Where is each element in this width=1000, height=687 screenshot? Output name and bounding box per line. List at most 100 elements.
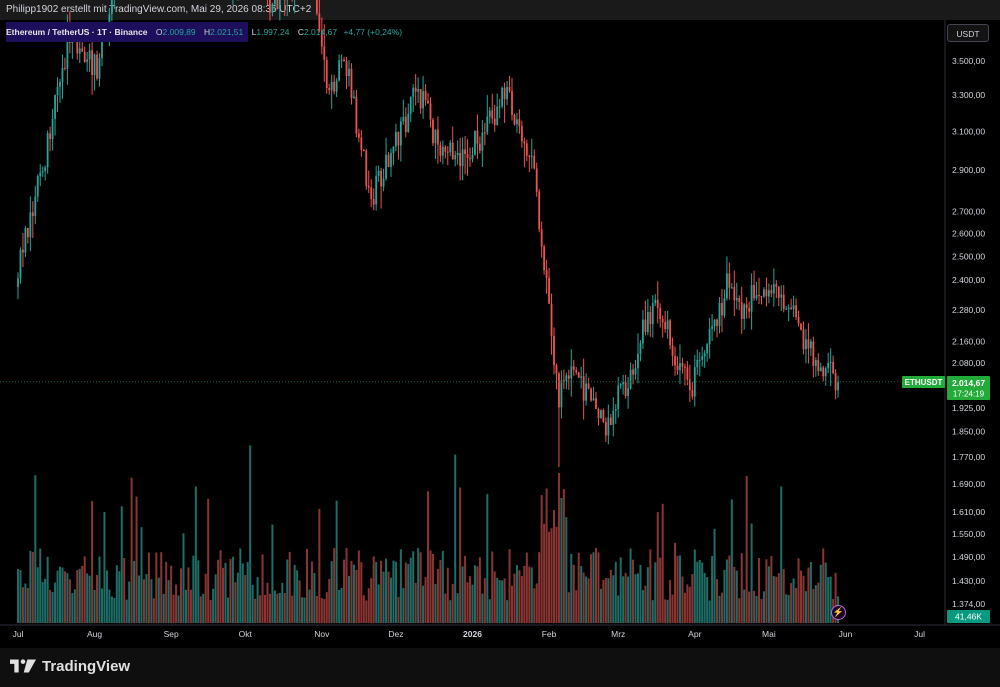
x-tick-label: Mai bbox=[762, 629, 776, 639]
volume-bar bbox=[152, 598, 155, 623]
x-tick-label: Sep bbox=[164, 629, 179, 639]
candle-body bbox=[535, 168, 538, 192]
candle-body bbox=[372, 199, 375, 205]
x-tick-label: Dez bbox=[388, 629, 403, 639]
volume-bar bbox=[738, 598, 741, 623]
volume-bar bbox=[207, 498, 210, 623]
volume-bar bbox=[219, 550, 222, 623]
volume-bars bbox=[17, 445, 840, 623]
candle-body bbox=[716, 319, 718, 326]
volume-bar bbox=[291, 595, 294, 623]
volume-bar bbox=[73, 589, 76, 623]
candle-body bbox=[348, 68, 350, 76]
candle-body bbox=[637, 353, 639, 369]
volume-bar bbox=[142, 579, 145, 623]
volume-bar bbox=[199, 596, 202, 623]
candle-body bbox=[543, 246, 546, 271]
candle-body bbox=[661, 319, 664, 323]
tradingview-logo-text: TradingView bbox=[42, 657, 131, 675]
candle-body bbox=[787, 307, 790, 309]
volume-bar bbox=[392, 560, 395, 623]
legend-symbol[interactable]: Ethereum / TetherUS · 1T · Binance bbox=[6, 27, 148, 37]
tradingview-logo[interactable]: TradingView bbox=[10, 654, 130, 678]
candle-body bbox=[795, 305, 797, 318]
volume-bar bbox=[765, 559, 768, 623]
candle-body bbox=[622, 382, 625, 385]
volume-bar bbox=[86, 573, 89, 623]
volume-bar bbox=[244, 575, 247, 623]
volume-bar bbox=[691, 574, 694, 623]
legend-close-label: C bbox=[297, 27, 304, 37]
candle-body bbox=[325, 59, 328, 89]
volume-bar bbox=[473, 565, 476, 623]
volume-bar bbox=[150, 579, 153, 623]
candle-body bbox=[520, 126, 523, 142]
y-tick-label: 3.500,00 bbox=[952, 56, 985, 66]
price-chart[interactable]: 3.500,00 3.300,00 3.100,00 2.900,00 2.700,00… bbox=[0, 0, 1000, 648]
volume-bar bbox=[118, 571, 121, 623]
chart-legend[interactable]: Ethereum / TetherUS · 1T · Binance O2.00… bbox=[6, 22, 402, 42]
candlesticks bbox=[17, 0, 839, 467]
candle-body bbox=[340, 59, 343, 61]
lightning-icon[interactable]: ⚡ bbox=[831, 605, 846, 620]
candle-body bbox=[365, 150, 368, 186]
candle-body bbox=[395, 132, 397, 147]
volume-bar bbox=[619, 557, 622, 623]
candle-body bbox=[807, 339, 810, 349]
candle-body bbox=[93, 54, 96, 76]
currency-button[interactable]: USDT bbox=[947, 24, 989, 42]
volume-bar bbox=[108, 589, 111, 623]
candle-body bbox=[745, 304, 748, 308]
y-axis[interactable]: 3.500,00 3.300,00 3.100,00 2.900,00 2.700,00… bbox=[952, 56, 985, 609]
volume-bar bbox=[303, 597, 306, 623]
legend-open-value: 2.009,89 bbox=[162, 27, 196, 37]
volume-bar bbox=[632, 559, 635, 623]
candle-body bbox=[688, 379, 691, 391]
candle-body bbox=[730, 287, 733, 289]
candle-body bbox=[338, 60, 341, 81]
candle-body bbox=[590, 388, 592, 401]
volume-bar bbox=[725, 559, 728, 623]
candle-body bbox=[269, 0, 271, 13]
volume-bar bbox=[212, 588, 215, 623]
volume-bar bbox=[63, 571, 66, 623]
volume-bar bbox=[120, 506, 123, 623]
candle-body bbox=[382, 178, 385, 187]
volume-bar bbox=[451, 583, 454, 623]
tradingview-logo-icon bbox=[10, 659, 36, 673]
candle-body bbox=[503, 87, 506, 100]
candle-body bbox=[51, 118, 54, 139]
volume-bar bbox=[446, 567, 449, 623]
volume-bar bbox=[543, 523, 546, 623]
volume-bar bbox=[733, 566, 736, 623]
candle-body bbox=[567, 375, 570, 379]
volume-bar bbox=[587, 578, 590, 623]
candle-body bbox=[735, 298, 738, 301]
volume-bar bbox=[226, 597, 229, 623]
candle-body bbox=[481, 132, 484, 151]
volume-bar bbox=[758, 558, 761, 623]
volume-bar bbox=[661, 503, 664, 623]
volume-bar bbox=[812, 588, 815, 623]
candle-body bbox=[597, 408, 600, 418]
x-axis[interactable]: Jul Aug Sep Okt Nov Dez 2026 Feb Mrz Apr Mai Jun Jul bbox=[13, 629, 926, 639]
volume-bar bbox=[197, 560, 200, 623]
symbol-tag-bg bbox=[902, 376, 945, 388]
candle-body bbox=[654, 299, 657, 304]
volume-bar bbox=[194, 486, 197, 623]
candle-body bbox=[765, 289, 768, 297]
volume-bar bbox=[469, 576, 472, 623]
volume-bar bbox=[533, 588, 536, 623]
volume-bar bbox=[698, 559, 701, 623]
candle-body bbox=[355, 96, 358, 134]
volume-bar bbox=[624, 572, 627, 623]
candle-body bbox=[496, 106, 499, 125]
candle-body bbox=[809, 341, 812, 349]
candle-body bbox=[328, 88, 331, 91]
candle-body bbox=[624, 382, 627, 397]
volume-bar bbox=[58, 566, 61, 623]
volume-bar bbox=[399, 549, 402, 623]
volume-bar bbox=[570, 553, 573, 623]
candle-body bbox=[34, 196, 37, 217]
candle-body bbox=[676, 365, 679, 371]
